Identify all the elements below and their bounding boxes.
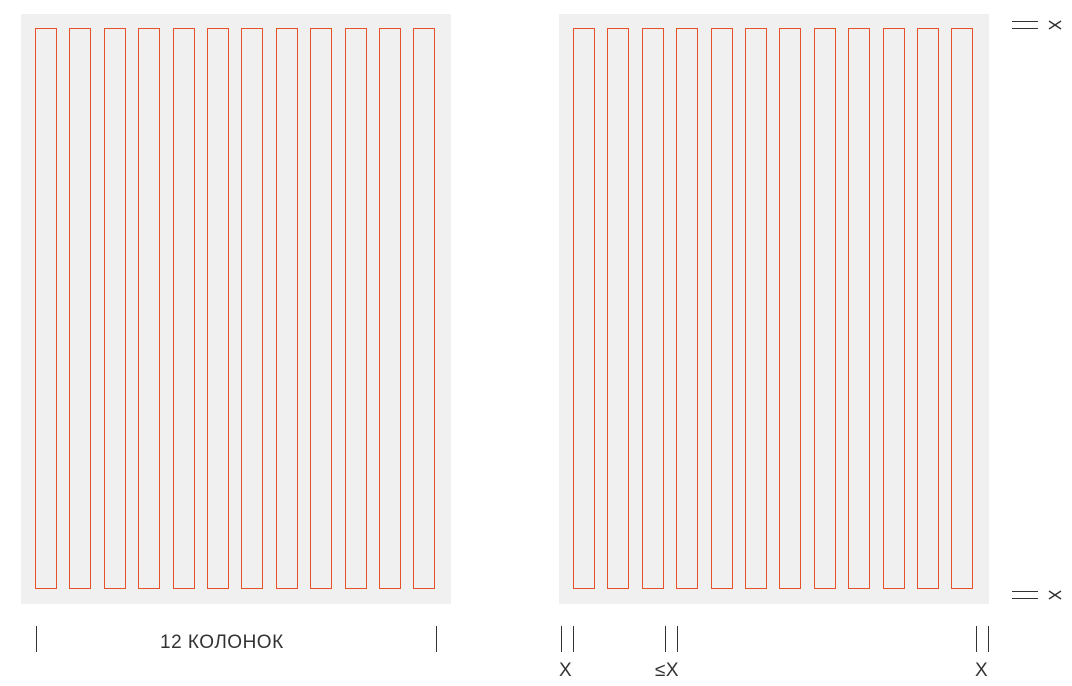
grid-column [69,28,92,589]
margin-tick [561,626,562,652]
grid-column [207,28,229,589]
grid-column [413,28,436,589]
gutter-label: ≤X [655,660,680,681]
grid-column [848,28,871,589]
grid-column [676,28,699,589]
grid-column [310,28,333,589]
grid-column [379,28,401,589]
grid-column [138,28,161,589]
outer-margin-right-label: X [975,660,989,681]
left-columns [21,14,451,604]
right-grid-page [559,14,989,604]
margin-tick [573,626,574,652]
grid-column [172,28,195,589]
grid-column [35,28,57,589]
grid-column [779,28,802,589]
span-end-tick [436,626,437,652]
margin-line [1012,591,1038,592]
gutter-tick [665,626,666,652]
grid-column [241,28,264,589]
right-columns [559,14,989,604]
grid-column [573,28,595,589]
multiply-icon [1048,590,1062,600]
grid-column [344,28,367,589]
margin-line [1012,21,1038,22]
span-start-tick [36,626,37,652]
margin-tick [976,626,977,652]
grid-column [882,28,905,589]
grid-column [917,28,939,589]
margin-line [1012,28,1038,29]
multiply-icon [1048,20,1062,30]
margin-line [1012,598,1038,599]
margin-tick [988,626,989,652]
grid-column [607,28,630,589]
grid-column [103,28,126,589]
grid-column [745,28,767,589]
gutter-tick [677,626,678,652]
left-grid-page [21,14,451,604]
grid-column [275,28,298,589]
grid-column [710,28,733,589]
grid-column [951,28,974,589]
outer-margin-left-label: X [559,660,573,681]
column-count-caption: 12 КОЛОНОК [160,632,284,653]
grid-column [641,28,664,589]
grid-column [813,28,836,589]
